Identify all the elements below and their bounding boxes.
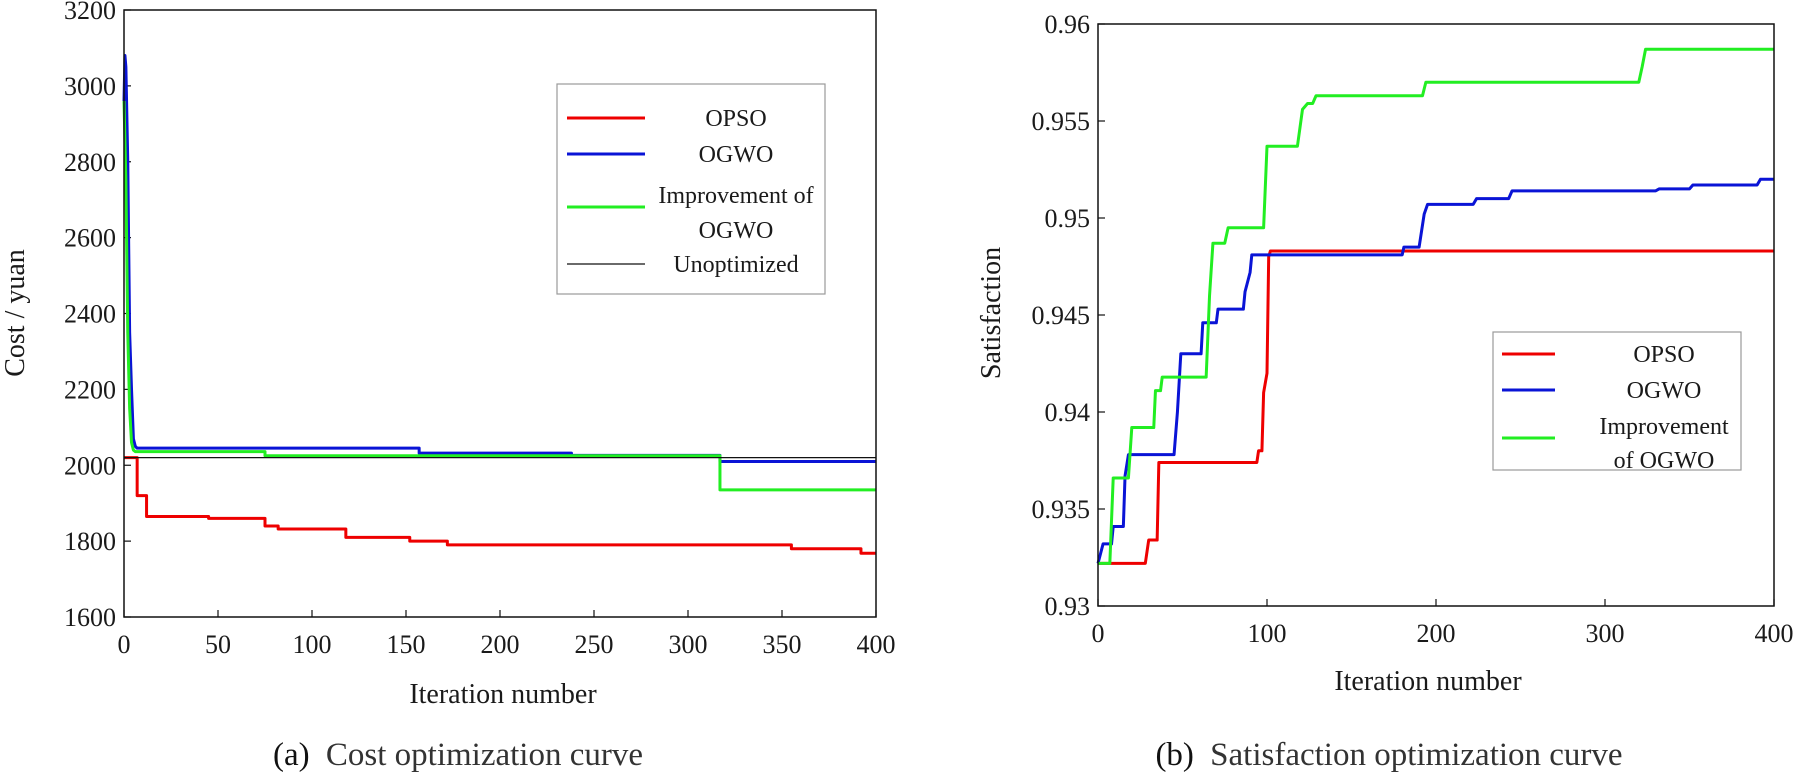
y-tick-label: 2000: [64, 451, 116, 480]
series-line-improvement-of-ogwo: [122, 101, 876, 492]
satisfaction-chart-ticks: 0.93 0.935 0.94 0.945 0.95 0.955 0.96 0 100 200 30…: [1032, 10, 1794, 648]
x-tick-label: 350: [763, 630, 802, 659]
x-tick-label: 400: [1755, 619, 1794, 648]
x-tick-label: 250: [575, 630, 614, 659]
y-tick-label: 0.95: [1045, 204, 1091, 233]
y-tick-label: 3000: [64, 72, 116, 101]
x-tick-label: 200: [1417, 619, 1456, 648]
x-tick-label: 0: [118, 630, 131, 659]
y-tick-label: 0.94: [1045, 398, 1091, 427]
y-tick-label: 2600: [64, 224, 116, 253]
series-line-ogwo: [1096, 177, 1774, 564]
x-tick-label: 300: [1586, 619, 1625, 648]
cost-chart-plot-frame: [123, 9, 877, 618]
legend-label: OGWO: [1627, 378, 1702, 404]
satisfaction-chart-caption-text: Satisfaction optimization curve: [1210, 737, 1622, 773]
cost-chart-y-axis-label: Cost / yuan: [0, 249, 31, 377]
legend-label: of OGWO: [1614, 448, 1715, 474]
y-tick-label: 3200: [64, 0, 116, 25]
cost-chart-legend: OPSO OGWO Improvement of OGWO Unoptimized: [556, 83, 826, 295]
legend-label: Improvement: [1599, 414, 1729, 440]
x-tick-label: 100: [293, 630, 332, 659]
cost-chart-ticks: 1600 1800 2000 2200 2400 2600 2800 3000 3200 0 50 1…: [64, 0, 896, 659]
y-tick-label: 0.93: [1045, 592, 1091, 621]
cost-chart-caption: (a) Cost optimization curve: [273, 737, 643, 773]
y-tick-label: 0.955: [1032, 107, 1091, 136]
satisfaction-chart-caption: (b) Satisfaction optimization curve: [1155, 737, 1622, 773]
legend-label: OGWO: [699, 218, 774, 244]
y-tick-label: 0.96: [1045, 10, 1091, 39]
y-tick-label: 2400: [64, 300, 116, 329]
satisfaction-chart-caption-tag: (b): [1155, 737, 1193, 773]
y-tick-label: 1800: [64, 527, 116, 556]
x-tick-label: 0: [1092, 619, 1105, 648]
series-line-opso: [124, 456, 876, 555]
satisfaction-chart-x-axis-label: Iteration number: [1334, 666, 1522, 697]
x-tick-label: 200: [481, 630, 520, 659]
cost-chart-caption-tag: (a): [273, 737, 310, 773]
legend-label: Improvement of: [658, 183, 813, 209]
x-tick-label: 300: [669, 630, 708, 659]
satisfaction-chart-y-axis-label: Satisfaction: [976, 247, 1007, 379]
cost-chart-x-axis-label: Iteration number: [409, 679, 597, 710]
y-tick-label: 2800: [64, 148, 116, 177]
satisfaction-chart-plot-frame: [1097, 23, 1775, 607]
satisfaction-chart-legend: OPSO OGWO Improvement of OGWO: [1492, 331, 1742, 474]
series-line-improvement-of-ogwo: [1098, 47, 1774, 565]
cost-chart-caption-text: Cost optimization curve: [326, 737, 643, 773]
cost-chart-series: [122, 54, 876, 555]
legend-label: Unoptimized: [673, 252, 798, 278]
x-tick-label: 400: [857, 630, 896, 659]
series-line-opso: [1098, 249, 1774, 565]
legend-label: OGWO: [699, 142, 774, 168]
legend-label: OPSO: [705, 106, 766, 132]
y-tick-label: 0.945: [1032, 301, 1091, 330]
y-tick-label: 1600: [64, 603, 116, 632]
y-tick-label: 0.935: [1032, 495, 1091, 524]
x-tick-label: 100: [1248, 619, 1287, 648]
cost-chart: 1600 1800 2000 2200 2400 2600 2800 3000 3200 0 50 1…: [0, 0, 896, 773]
y-tick-label: 2200: [64, 375, 116, 404]
x-tick-label: 150: [387, 630, 426, 659]
satisfaction-chart: 0.93 0.935 0.94 0.945 0.95 0.955 0.96 0 100 200 30…: [976, 10, 1794, 773]
x-tick-label: 50: [205, 630, 231, 659]
legend-label: OPSO: [1633, 342, 1694, 368]
satisfaction-chart-series: [1096, 47, 1774, 565]
